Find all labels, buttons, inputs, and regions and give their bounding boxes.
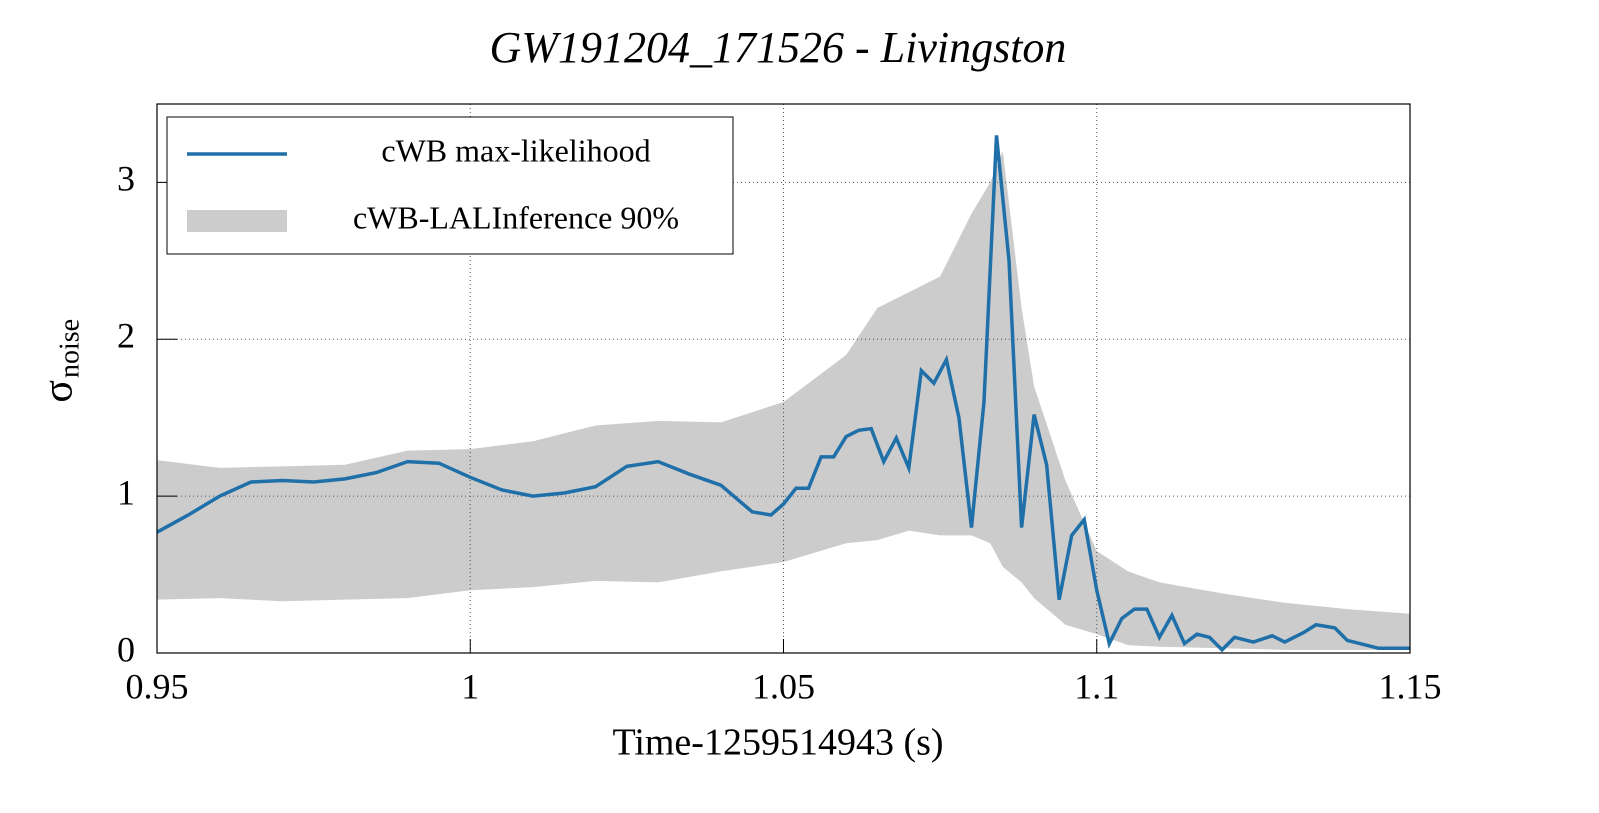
legend: cWB max-likelihood cWB-LALInference 90% [166, 116, 734, 255]
legend-swatch [187, 210, 287, 232]
y-tick-label: 3 [117, 159, 135, 199]
x-tick-label: 1 [461, 666, 479, 706]
x-tick-label: 1.05 [752, 666, 815, 706]
y-tick-label: 0 [117, 629, 135, 669]
data-line [156, 135, 1410, 653]
chart-title: GW191204_171526 - Livingston [490, 23, 1067, 72]
y-tick-label: 2 [117, 316, 135, 356]
y-axis-label: σ noise [36, 319, 86, 403]
x-tick-label: 0.95 [126, 666, 189, 706]
x-tick-label: 1.1 [1074, 666, 1119, 706]
y-tick-label: 1 [117, 472, 135, 512]
legend-label: cWB-LALInference 90% [353, 199, 679, 235]
y-axis-label-sub: noise [54, 319, 85, 378]
y-axis-label-main: σ [36, 380, 82, 403]
confidence-band [157, 151, 1410, 650]
legend-label: cWB max-likelihood [381, 132, 650, 168]
x-axis-label: Time-1259514943 (s) [612, 722, 943, 764]
x-tick-label: 1.15 [1379, 666, 1442, 706]
